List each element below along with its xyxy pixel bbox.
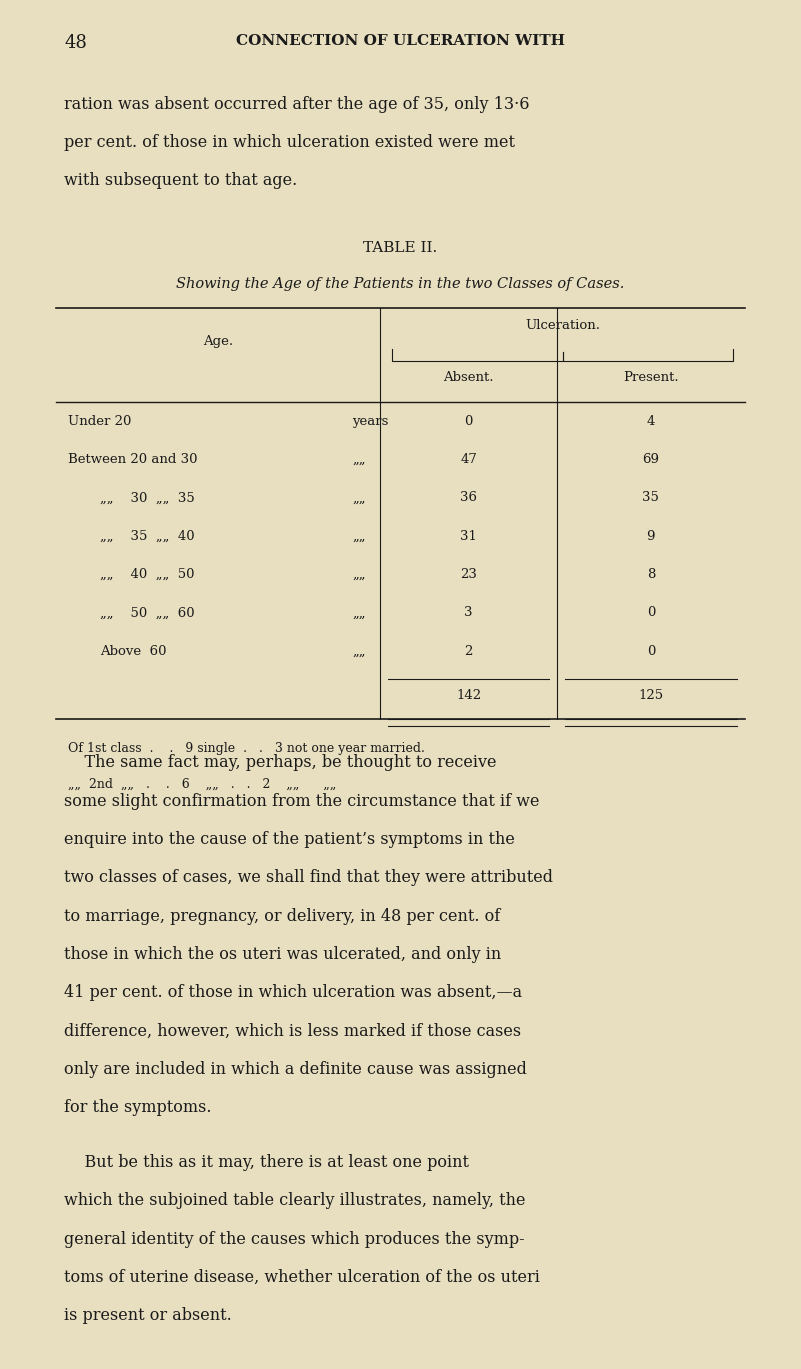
Text: some slight confirmation from the circumstance that if we: some slight confirmation from the circum…: [64, 793, 540, 809]
Text: is present or absent.: is present or absent.: [64, 1307, 231, 1324]
Text: years: years: [352, 415, 388, 427]
Text: Age.: Age.: [203, 335, 233, 348]
Text: toms of uterine disease, whether ulceration of the os uteri: toms of uterine disease, whether ulcerat…: [64, 1269, 540, 1285]
Text: Under 20: Under 20: [68, 415, 131, 427]
Text: Of 1st class  .    .   9 single  .   .   3 not one year married.: Of 1st class . . 9 single . . 3 not one …: [68, 742, 425, 754]
Text: „„: „„: [352, 606, 366, 619]
Text: 142: 142: [456, 689, 481, 701]
Text: with subsequent to that age.: with subsequent to that age.: [64, 172, 297, 189]
Text: 9: 9: [646, 530, 655, 542]
Text: „„    30  „„  35: „„ 30 „„ 35: [100, 491, 195, 504]
Text: CONNECTION OF ULCERATION WITH: CONNECTION OF ULCERATION WITH: [236, 34, 565, 48]
Text: Above  60: Above 60: [100, 645, 167, 657]
Text: „„    50  „„  60: „„ 50 „„ 60: [100, 606, 195, 619]
Text: But be this as it may, there is at least one point: But be this as it may, there is at least…: [64, 1154, 469, 1170]
Text: 47: 47: [460, 453, 477, 465]
Text: „„: „„: [352, 645, 366, 657]
Text: Showing the Age of the Patients in the two Classes of Cases.: Showing the Age of the Patients in the t…: [176, 277, 625, 290]
Text: The same fact may, perhaps, be thought to receive: The same fact may, perhaps, be thought t…: [64, 754, 497, 771]
Text: „„: „„: [352, 491, 366, 504]
Text: 0: 0: [465, 415, 473, 427]
Text: 125: 125: [638, 689, 663, 701]
Text: TABLE II.: TABLE II.: [364, 241, 437, 255]
Text: only are included in which a definite cause was assigned: only are included in which a definite ca…: [64, 1061, 527, 1077]
Text: 0: 0: [646, 606, 655, 619]
Text: those in which the os uteri was ulcerated, and only in: those in which the os uteri was ulcerate…: [64, 946, 501, 962]
Text: ration was absent occurred after the age of 35, only 13·6: ration was absent occurred after the age…: [64, 96, 529, 112]
Text: „„: „„: [352, 530, 366, 542]
Text: 36: 36: [460, 491, 477, 504]
Text: which the subjoined table clearly illustrates, namely, the: which the subjoined table clearly illust…: [64, 1192, 525, 1209]
Text: „„  2nd  „„   .    .   6    „„   .   .   2    „„      „„: „„ 2nd „„ . . 6 „„ . . 2 „„ „„: [68, 778, 336, 790]
Text: Absent.: Absent.: [443, 371, 494, 383]
Text: „„: „„: [352, 568, 366, 580]
Text: Ulceration.: Ulceration.: [525, 319, 600, 331]
Text: 0: 0: [646, 645, 655, 657]
Text: 4: 4: [646, 415, 655, 427]
Text: general identity of the causes which produces the symp-: general identity of the causes which pro…: [64, 1231, 525, 1247]
Text: 41 per cent. of those in which ulceration was absent,—a: 41 per cent. of those in which ulceratio…: [64, 984, 522, 1001]
Text: for the symptoms.: for the symptoms.: [64, 1099, 211, 1116]
Text: 3: 3: [465, 606, 473, 619]
Text: Present.: Present.: [623, 371, 678, 383]
Text: per cent. of those in which ulceration existed were met: per cent. of those in which ulceration e…: [64, 134, 515, 151]
Text: enquire into the cause of the patient’s symptoms in the: enquire into the cause of the patient’s …: [64, 831, 515, 847]
Text: 48: 48: [64, 34, 87, 52]
Text: Between 20 and 30: Between 20 and 30: [68, 453, 198, 465]
Text: „„    40  „„  50: „„ 40 „„ 50: [100, 568, 195, 580]
Text: 69: 69: [642, 453, 659, 465]
Text: difference, however, which is less marked if those cases: difference, however, which is less marke…: [64, 1023, 521, 1039]
Text: 35: 35: [642, 491, 659, 504]
Text: 23: 23: [460, 568, 477, 580]
Text: 8: 8: [646, 568, 655, 580]
Text: two classes of cases, we shall find that they were attributed: two classes of cases, we shall find that…: [64, 869, 553, 886]
Text: to marriage, pregnancy, or delivery, in 48 per cent. of: to marriage, pregnancy, or delivery, in …: [64, 908, 501, 924]
Text: „„: „„: [352, 453, 366, 465]
Text: 2: 2: [465, 645, 473, 657]
Text: 31: 31: [460, 530, 477, 542]
Text: „„    35  „„  40: „„ 35 „„ 40: [100, 530, 195, 542]
